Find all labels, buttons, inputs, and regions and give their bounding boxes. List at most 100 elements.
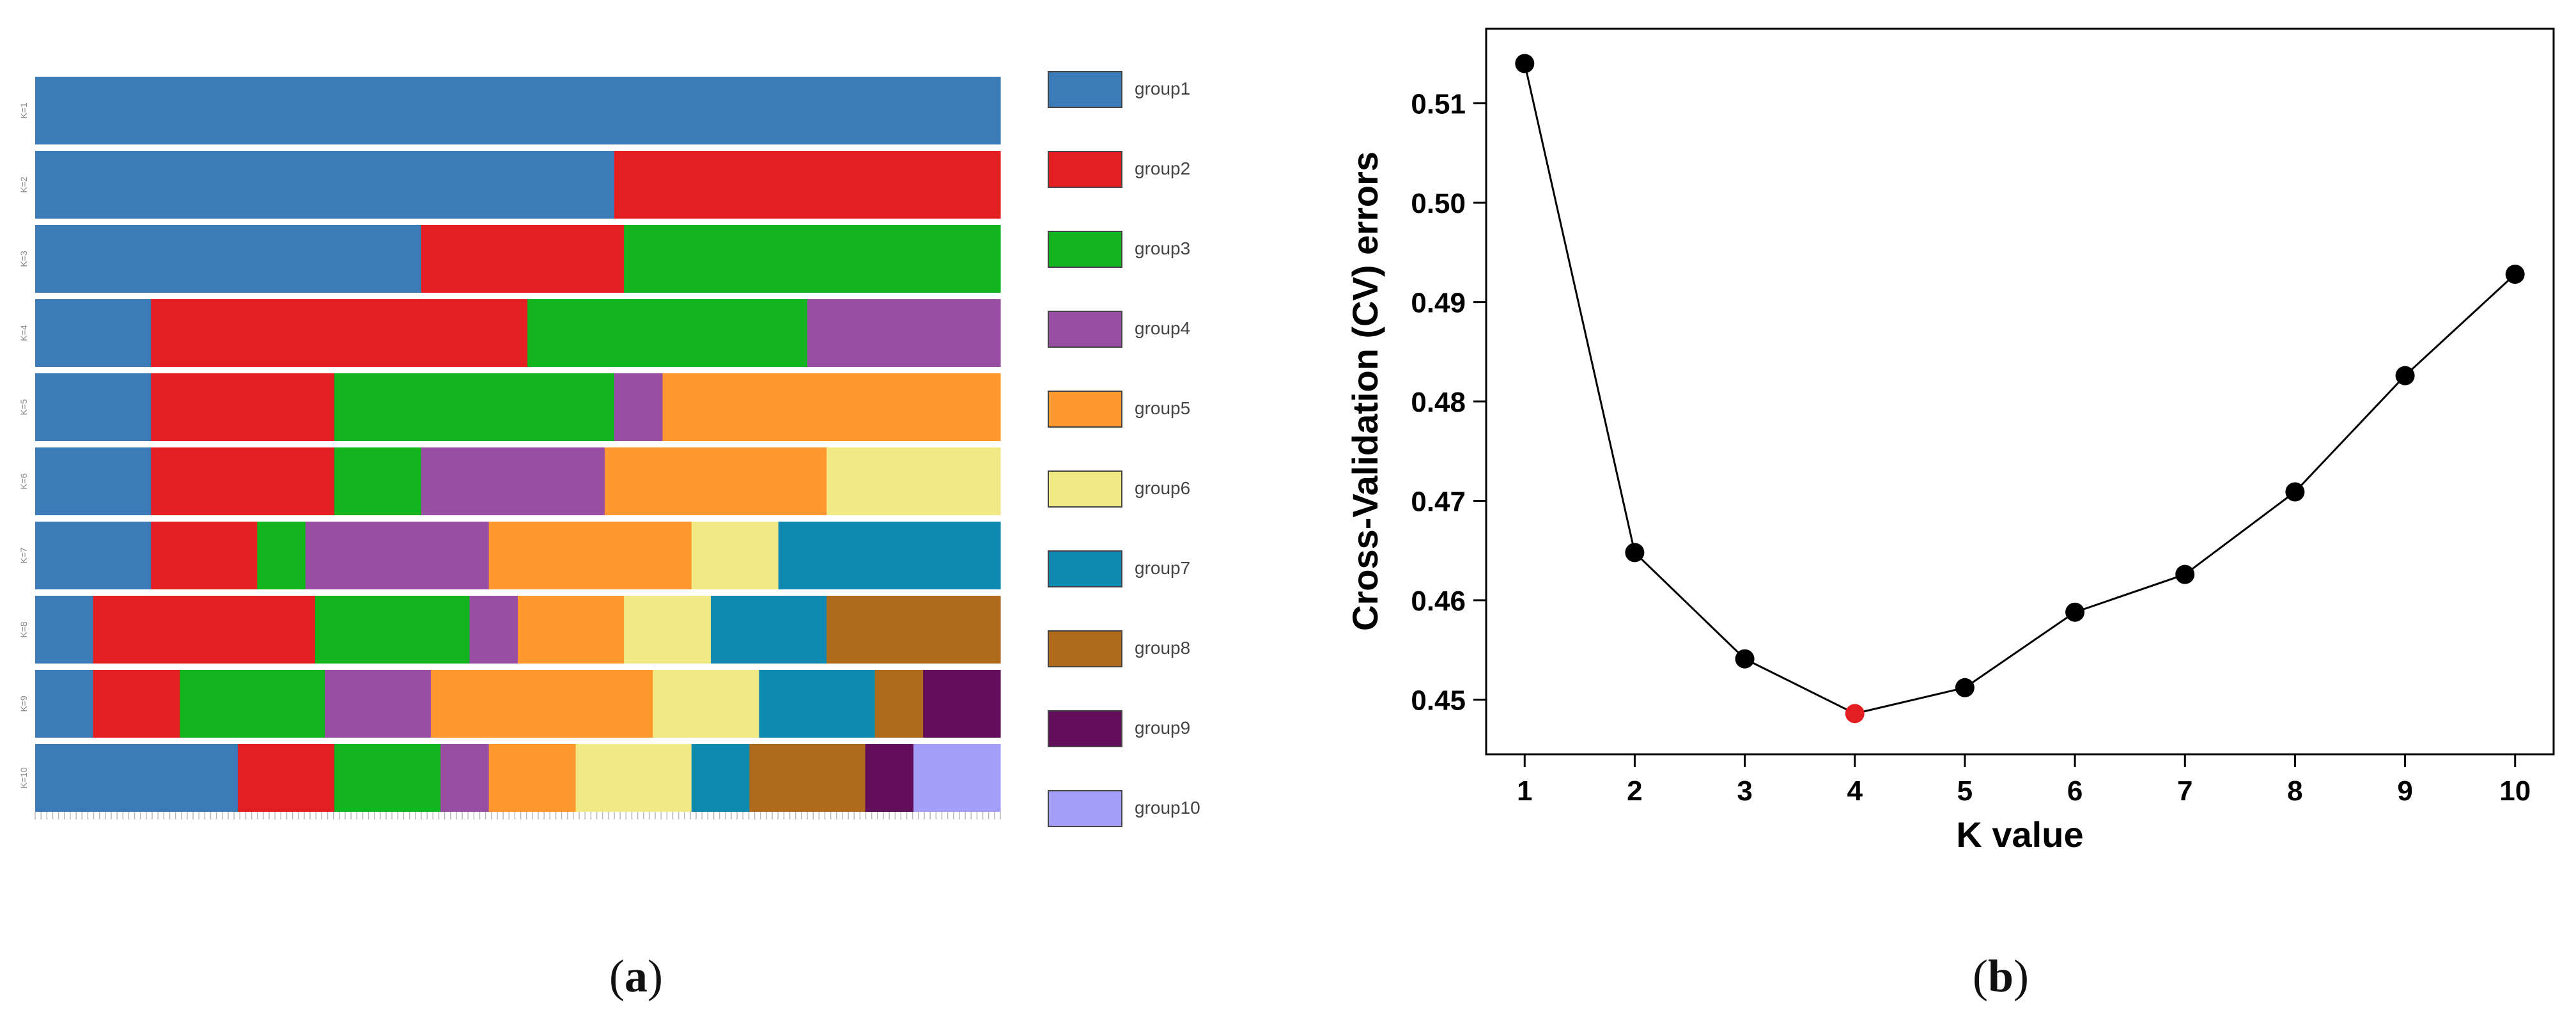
legend-swatch — [1048, 71, 1122, 108]
data-point — [1625, 543, 1645, 563]
segment-group9 — [865, 744, 914, 812]
segment-group6 — [575, 744, 692, 812]
panel-b-cv-error-plot: 0.450.460.470.480.490.500.511 2 3 4 5 6 7 8 9 10 … — [1345, 27, 2555, 855]
segment-group3 — [314, 596, 470, 664]
panel-a-admixture-plot: K=1K=2K=3K=4K=5K=6K=7K=8K=9K=10 group1gr… — [19, 71, 1200, 827]
segment-group5 — [488, 744, 577, 812]
x-tick-label: 10 — [2499, 775, 2531, 807]
admixture-row-k2: K=2 — [19, 151, 1001, 219]
legend-swatch — [1048, 311, 1122, 348]
legend-swatch — [1048, 710, 1122, 747]
legend-item-group8: group8 — [1048, 630, 1190, 667]
segment-group2 — [151, 447, 335, 515]
data-point — [1735, 649, 1755, 669]
data-point — [2505, 265, 2525, 284]
x-tick-label: 5 — [1957, 775, 1973, 807]
plot-frame — [1485, 27, 2555, 756]
legend-swatch — [1048, 470, 1122, 508]
legend-label: group2 — [1135, 159, 1190, 178]
data-point — [2285, 482, 2305, 502]
legend-label: group4 — [1135, 318, 1190, 338]
segment-group6 — [653, 670, 760, 738]
legend-label: group1 — [1135, 79, 1190, 98]
segment-group1 — [35, 225, 422, 293]
segment-group1 — [35, 77, 1001, 144]
legend-swatch — [1048, 790, 1122, 827]
segment-group1 — [35, 299, 151, 367]
y-tick-label: 0.46 — [1411, 586, 1466, 617]
segment-group1 — [35, 744, 238, 812]
legend-item-group3: group3 — [1048, 231, 1190, 268]
admixture-row-k3: K=3 — [19, 225, 1001, 293]
data-point — [2395, 366, 2415, 385]
segment-group1 — [35, 522, 151, 589]
legend-item-group7: group7 — [1048, 550, 1190, 587]
legend-swatch — [1048, 391, 1122, 428]
segment-group2 — [151, 373, 335, 441]
segment-group2 — [93, 596, 316, 664]
row-label: K=10 — [19, 767, 29, 788]
segment-group5 — [518, 596, 625, 664]
segment-group5 — [488, 522, 692, 589]
admixture-row-k10: K=10 — [19, 744, 1001, 812]
y-tick-label: 0.47 — [1411, 486, 1466, 518]
segment-group5 — [662, 373, 1001, 441]
data-points — [1515, 54, 2525, 724]
segment-group6 — [826, 447, 1001, 515]
y-tick-label: 0.49 — [1411, 288, 1466, 319]
segment-group7 — [691, 744, 750, 812]
admixture-row-k5: K=5 — [19, 373, 1001, 441]
legend-swatch — [1048, 231, 1122, 268]
data-point-min — [1845, 704, 1865, 724]
legend-item-group6: group6 — [1048, 470, 1190, 508]
row-label: K=6 — [19, 473, 29, 490]
data-point — [2175, 564, 2195, 584]
x-tick-label: 1 — [1517, 775, 1532, 807]
x-tick-label: 2 — [1627, 775, 1642, 807]
segment-group8 — [826, 596, 1001, 664]
admixture-row-k7: K=7 — [19, 522, 1001, 589]
segment-group9 — [923, 670, 1001, 738]
row-label: K=4 — [19, 325, 29, 341]
segment-group6 — [624, 596, 711, 664]
y-tick-label: 0.48 — [1411, 387, 1466, 418]
segment-group3 — [334, 373, 615, 441]
row-label: K=8 — [19, 621, 29, 638]
segment-group1 — [35, 670, 94, 738]
legend-item-group5: group5 — [1048, 391, 1190, 428]
segment-group4 — [469, 596, 518, 664]
segment-group1 — [35, 373, 151, 441]
legend-item-group10: group10 — [1048, 790, 1200, 827]
sample-ticks — [35, 812, 1001, 819]
row-label: K=5 — [19, 399, 29, 416]
segment-group1 — [35, 596, 94, 664]
segment-group5 — [604, 447, 827, 515]
segment-group3 — [527, 299, 808, 367]
x-tick-label: 6 — [2067, 775, 2083, 807]
segment-group8 — [749, 744, 866, 812]
admixture-legend: group1 group2 group3 group4 group5 group6 grou… — [1048, 71, 1200, 827]
row-label: K=1 — [19, 102, 29, 119]
segment-group4 — [440, 744, 490, 812]
y-tick-label: 0.51 — [1411, 89, 1466, 120]
segment-group7 — [759, 670, 876, 738]
legend-label: group7 — [1135, 558, 1190, 578]
row-label: K=3 — [19, 251, 29, 267]
cv-error-line — [1523, 63, 2516, 715]
axes: 0.45 0.46 0.47 0.48 0.49 0.50 0.51 1 2 3 4 5 6 7 8 9 10 — [1411, 89, 2531, 807]
y-axis-label: Cross-Validation (CV) errors — [1345, 151, 1385, 631]
legend-swatch — [1048, 151, 1122, 188]
segment-group3 — [334, 447, 422, 515]
segment-group2 — [151, 299, 528, 367]
admixture-row-k9: K=9 — [19, 670, 1001, 738]
legend-item-group9: group9 — [1048, 710, 1190, 747]
segment-group1 — [35, 151, 615, 219]
segment-group2 — [614, 151, 1001, 219]
legend-label: group3 — [1135, 238, 1190, 258]
admixture-rows: K=1 K=2 K=3 K=4 K=5 K=6 K=7 K=8 K=9 K=10 — [19, 77, 1001, 812]
legend-label: group9 — [1135, 718, 1190, 738]
x-tick-label: 7 — [2177, 775, 2192, 807]
segment-group2 — [238, 744, 335, 812]
data-point — [2065, 602, 2085, 622]
